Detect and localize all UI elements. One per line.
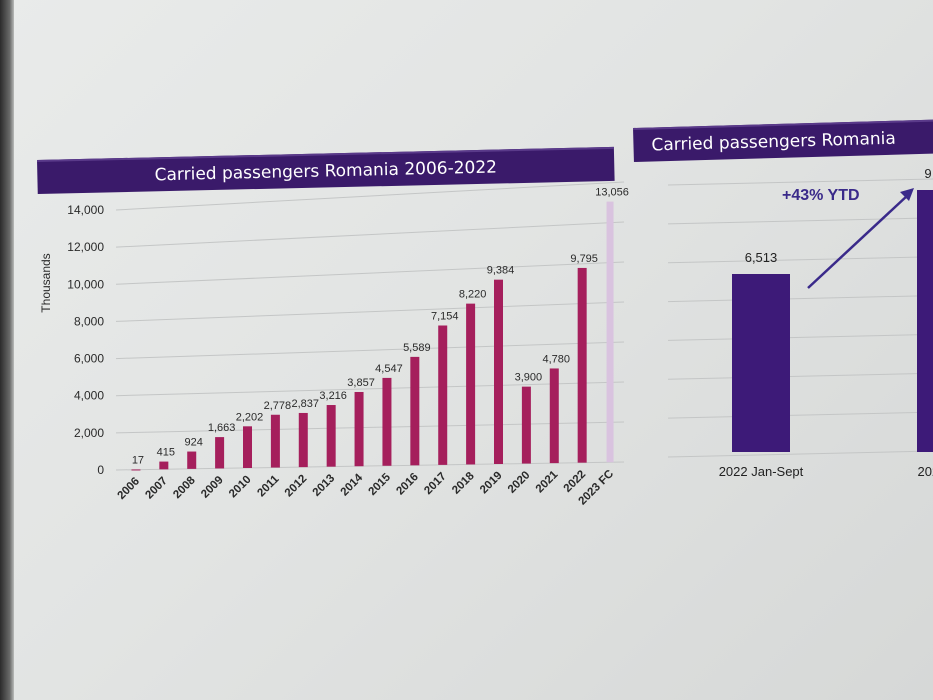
growth-arrow-head [900, 188, 914, 201]
left-chart-gridlines [115, 181, 625, 471]
bar-2021 [549, 368, 559, 464]
gridline [115, 381, 625, 397]
data-label-2008: 924 [185, 437, 203, 449]
gridline [115, 221, 625, 248]
bar-2007 [159, 461, 169, 470]
growth-arrow [807, 194, 909, 289]
y-axis-title: Thousands [39, 253, 53, 312]
bar-2018 [466, 303, 476, 465]
gridline [115, 461, 625, 471]
gridline [115, 341, 625, 360]
left-chart-bars [131, 201, 614, 471]
data-label-2006: 17 [132, 454, 144, 466]
gridline [667, 333, 933, 341]
data-label-2021: 4,780 [543, 353, 571, 365]
right-x-tick: 2022 Jan-Sept [719, 464, 804, 479]
gridline [115, 421, 625, 434]
y-tick-label: 8,000 [74, 314, 104, 328]
bar-2009 [215, 437, 225, 469]
right-data-label: 9 [924, 166, 931, 181]
y-tick-label: 6,000 [74, 352, 104, 366]
bar-2011 [270, 414, 280, 468]
bar-2019 [494, 279, 503, 464]
gridline [115, 181, 625, 211]
gridline [667, 372, 933, 380]
gridline [667, 450, 933, 458]
data-label-2018: 8,220 [459, 289, 487, 301]
data-label-2012: 2,837 [292, 398, 320, 410]
right-bar-2022-jan-sept [732, 274, 790, 452]
bar-2017 [438, 325, 448, 465]
left-chart-y-ticks: 0 2,000 4,000 6,000 8,000 10,000 12,000 14,000 [67, 203, 104, 477]
gridline [667, 256, 933, 264]
bar-2010 [243, 426, 252, 468]
data-label-2011: 2,778 [264, 400, 292, 412]
bar-2013 [326, 405, 336, 467]
right-x-tick: 2023 [918, 464, 933, 479]
bar-2006 [131, 469, 141, 471]
bar-2020 [521, 386, 531, 464]
data-label-2007: 415 [157, 447, 175, 459]
data-label-2015: 4,547 [375, 363, 403, 375]
gridline [667, 178, 933, 186]
y-tick-label: 4,000 [74, 389, 104, 403]
y-tick-label: 10,000 [67, 277, 104, 291]
gridline [667, 217, 933, 225]
right-chart-bars [732, 190, 933, 452]
data-label-2016: 5,589 [403, 342, 431, 354]
bar-2023-fc [606, 201, 614, 463]
data-label-2009: 1,663 [208, 422, 236, 434]
right-chart-gridlines [667, 178, 933, 458]
data-label-2023-fc: 13,056 [595, 187, 629, 199]
y-tick-label: 14,000 [67, 203, 104, 217]
right-bar-2023 [917, 190, 933, 452]
bar-2012 [298, 412, 308, 468]
data-label-2010: 2,202 [236, 411, 264, 423]
y-tick-label: 12,000 [67, 240, 104, 254]
bar-2016 [410, 356, 420, 466]
y-tick-label: 0 [97, 463, 104, 477]
y-tick-label: 2,000 [74, 426, 104, 440]
bar-2014 [354, 391, 364, 467]
right-chart-x-ticks: 2022 Jan-Sept 2023 [719, 464, 933, 479]
data-label-2014: 3,857 [347, 377, 375, 389]
gridline [667, 295, 933, 303]
gridline [667, 411, 933, 419]
data-label-2013: 3,216 [319, 390, 347, 402]
right-data-label: 6,513 [745, 250, 778, 265]
data-label-2019: 9,384 [487, 265, 515, 277]
data-label-2017: 7,154 [431, 310, 459, 322]
data-label-2022: 9,795 [570, 253, 598, 265]
gridline [115, 301, 625, 322]
bar-2022 [577, 267, 587, 463]
data-label-2020: 3,900 [515, 372, 543, 384]
right-chart-data-labels: 6,513 9 [745, 166, 932, 265]
ytd-annotation: +43% YTD [782, 187, 860, 204]
screen-edge-shadow [0, 0, 14, 700]
bar-2008 [187, 451, 197, 469]
gridline [115, 261, 625, 285]
bar-2015 [382, 377, 392, 466]
